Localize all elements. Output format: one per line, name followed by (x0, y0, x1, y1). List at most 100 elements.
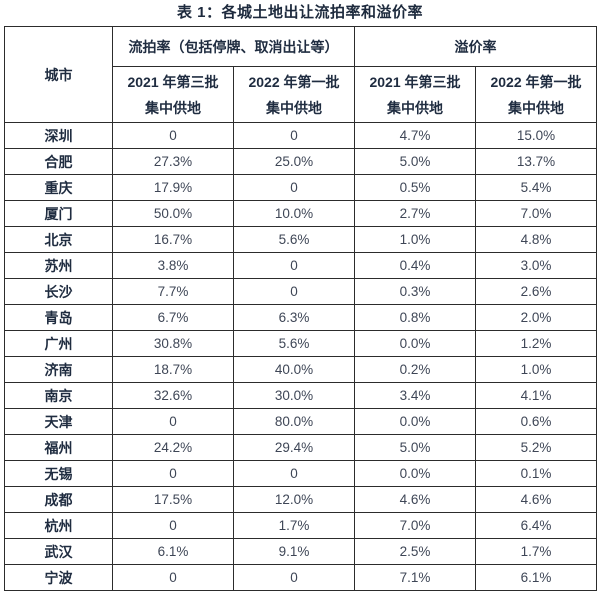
table-row: 武汉 6.1% 9.1% 2.5% 1.7% (4, 538, 597, 565)
table-header: 城市 流拍率（包括停牌、取消出让等） 溢价率 2021 年第三批 集中供地 20… (4, 26, 597, 123)
value-cell: 5.0% (354, 148, 476, 175)
city-cell: 天津 (4, 408, 113, 435)
value-cell: 0 (112, 564, 234, 591)
subheader-line1: 2022 年第一批 (490, 73, 582, 90)
value-cell: 25.0% (233, 148, 355, 175)
value-cell: 0 (112, 460, 234, 487)
value-cell: 0 (233, 278, 355, 305)
value-cell: 7.0% (475, 200, 597, 227)
value-cell: 6.4% (475, 512, 597, 539)
city-cell: 苏州 (4, 252, 113, 279)
value-cell: 3.4% (354, 382, 476, 409)
premium-rate-group-header: 溢价率 (354, 26, 597, 67)
value-cell: 4.8% (475, 226, 597, 253)
value-cell: 30.0% (233, 382, 355, 409)
value-cell: 6.3% (233, 304, 355, 331)
value-cell: 0 (112, 512, 234, 539)
value-cell: 29.4% (233, 434, 355, 461)
value-cell: 0.8% (354, 304, 476, 331)
value-cell: 2.6% (475, 278, 597, 305)
value-cell: 12.0% (233, 486, 355, 513)
value-cell: 9.1% (233, 538, 355, 565)
table-row: 济南 18.7% 40.0% 0.2% 1.0% (4, 356, 597, 383)
city-cell: 杭州 (4, 512, 113, 539)
subheader-line2: 集中供地 (266, 99, 322, 116)
value-cell: 5.6% (233, 330, 355, 357)
value-cell: 0 (233, 252, 355, 279)
table-row: 北京 16.7% 5.6% 1.0% 4.8% (4, 226, 597, 253)
table-row: 深圳 0 0 4.7% 15.0% (4, 122, 597, 149)
value-cell: 0.0% (354, 330, 476, 357)
value-cell: 1.2% (475, 330, 597, 357)
value-cell: 3.0% (475, 252, 597, 279)
value-cell: 1.7% (475, 538, 597, 565)
value-cell: 2.5% (354, 538, 476, 565)
value-cell: 0 (233, 564, 355, 591)
value-cell: 16.7% (112, 226, 234, 253)
city-cell: 济南 (4, 356, 113, 383)
value-cell: 3.8% (112, 252, 234, 279)
city-cell: 宁波 (4, 564, 113, 591)
value-cell: 4.7% (354, 122, 476, 149)
table-row: 青岛 6.7% 6.3% 0.8% 2.0% (4, 304, 597, 331)
value-cell: 0.3% (354, 278, 476, 305)
value-cell: 0 (112, 122, 234, 149)
table-row: 天津 0 80.0% 0.0% 0.6% (4, 408, 597, 435)
table-row: 长沙 7.7% 0 0.3% 2.6% (4, 278, 597, 305)
value-cell: 50.0% (112, 200, 234, 227)
city-cell: 成都 (4, 486, 113, 513)
city-cell: 合肥 (4, 148, 113, 175)
city-cell: 无锡 (4, 460, 113, 487)
value-cell: 4.6% (354, 486, 476, 513)
value-cell: 7.0% (354, 512, 476, 539)
value-cell: 0.2% (354, 356, 476, 383)
value-cell: 2.0% (475, 304, 597, 331)
value-cell: 5.6% (233, 226, 355, 253)
subheader-failure-2022: 2022 年第一批 集中供地 (233, 66, 355, 123)
value-cell: 6.7% (112, 304, 234, 331)
subheader-line2: 集中供地 (508, 99, 564, 116)
table-row: 宁波 0 0 7.1% 6.1% (4, 564, 597, 591)
city-cell: 重庆 (4, 174, 113, 201)
value-cell: 0 (233, 122, 355, 149)
value-cell: 24.2% (112, 434, 234, 461)
table-row: 厦门 50.0% 10.0% 2.7% 7.0% (4, 200, 597, 227)
city-cell: 厦门 (4, 200, 113, 227)
value-cell: 0.1% (475, 460, 597, 487)
value-cell: 18.7% (112, 356, 234, 383)
header-sub-row: 2021 年第三批 集中供地 2022 年第一批 集中供地 2021 年第三批 … (5, 66, 597, 123)
value-cell: 5.2% (475, 434, 597, 461)
table-body: 深圳 0 0 4.7% 15.0% 合肥 27.3% 25.0% 5.0% 13.7% 重庆 17.9… (4, 122, 597, 591)
table-row: 无锡 0 0 0.0% 0.1% (4, 460, 597, 487)
value-cell: 0 (112, 408, 234, 435)
value-cell: 1.0% (475, 356, 597, 383)
value-cell: 0 (233, 174, 355, 201)
header-group-row: 城市 流拍率（包括停牌、取消出让等） 溢价率 (4, 26, 597, 123)
failure-rate-group-header: 流拍率（包括停牌、取消出让等） (112, 26, 355, 67)
city-cell: 武汉 (4, 538, 113, 565)
subheader-line1: 2022 年第一批 (248, 73, 340, 90)
city-cell: 青岛 (4, 304, 113, 331)
value-cell: 1.7% (233, 512, 355, 539)
value-cell: 40.0% (233, 356, 355, 383)
value-cell: 17.5% (112, 486, 234, 513)
table-row: 南京 32.6% 30.0% 3.4% 4.1% (4, 382, 597, 409)
subheader-line2: 集中供地 (145, 99, 201, 116)
subheader-premium-2021: 2021 年第三批 集中供地 (354, 66, 476, 123)
value-cell: 0.5% (354, 174, 476, 201)
city-cell: 北京 (4, 226, 113, 253)
value-cell: 4.6% (475, 486, 597, 513)
subheader-premium-2022: 2022 年第一批 集中供地 (475, 66, 597, 123)
value-cell: 5.4% (475, 174, 597, 201)
table-row: 合肥 27.3% 25.0% 5.0% 13.7% (4, 148, 597, 175)
value-cell: 6.1% (475, 564, 597, 591)
value-cell: 0 (233, 460, 355, 487)
value-cell: 6.1% (112, 538, 234, 565)
value-cell: 0.4% (354, 252, 476, 279)
table-row: 广州 30.8% 5.6% 0.0% 1.2% (4, 330, 597, 357)
value-cell: 0.6% (475, 408, 597, 435)
subheader-line1: 2021 年第三批 (369, 73, 461, 90)
value-cell: 15.0% (475, 122, 597, 149)
value-cell: 0.0% (354, 460, 476, 487)
table-row: 成都 17.5% 12.0% 4.6% 4.6% (4, 486, 597, 513)
